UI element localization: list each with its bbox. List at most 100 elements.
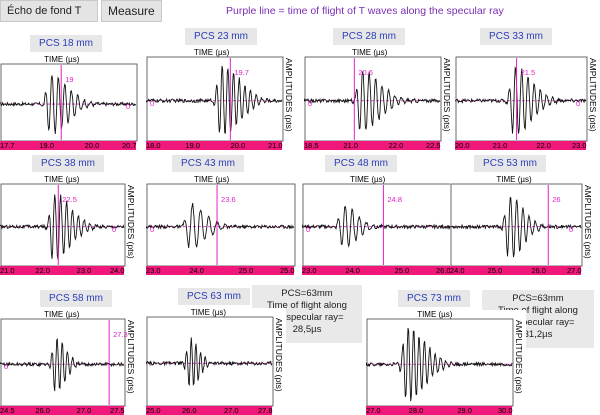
- time-axis-bar: 23.0 24.0 25.0 26.0: [302, 266, 451, 275]
- amplitude-axis-label: AMPLITUDES (pts): [284, 58, 294, 132]
- info-line: 31,2µs: [523, 329, 553, 340]
- time-tick-label: 26.0: [436, 266, 451, 275]
- time-of-flight-value: 24.8: [387, 195, 402, 204]
- time-axis-bar: 23.0 24.0 25.0 25.0: [146, 266, 295, 275]
- amplitude-axis-label: AMPLITUDES (pts): [583, 185, 593, 259]
- time-axis-label: TIME (µs): [194, 48, 230, 57]
- time-axis-bar: 24.5 26.0 27.0 27.5: [0, 406, 125, 415]
- zero-level-label: 0: [4, 362, 9, 372]
- time-tick-label: 24.0: [345, 266, 360, 275]
- panel-label-pcs38: PCS 38 mm: [32, 155, 104, 172]
- time-axis-label: TIME (µs): [417, 310, 453, 319]
- time-tick-label: 19.0: [185, 141, 200, 150]
- panel-label-pcs63: PCS 63 mm: [178, 288, 250, 305]
- waveform-plot: [302, 183, 452, 267]
- time-axis-label: TIME (µs): [44, 310, 80, 319]
- panel-label-pcs43: PCS 43 mm: [172, 155, 244, 172]
- zero-level-label: 0: [306, 224, 311, 234]
- waveform-panel: TIME (µs) 23.6 0 23.0 24.0 25.0 25.0: [146, 175, 296, 275]
- time-axis-bar: 21.0 22.0 23.0 24.0: [0, 266, 125, 275]
- waveform-panel: 21.5 0 AMPLITUDES (pts) 20.0 21.0 22.0 23.0: [455, 48, 600, 150]
- time-tick-label: 25.0: [280, 266, 295, 275]
- zero-level-label: 0: [126, 102, 131, 112]
- time-tick-label: 25.0: [487, 266, 503, 275]
- waveform-plot: [0, 318, 126, 407]
- time-axis-bar: 18.5 21.0 22.0 22.5: [304, 141, 441, 150]
- time-tick-label: 29.0: [457, 406, 472, 415]
- waveform-plot: [304, 56, 442, 142]
- zero-level-label: 0: [576, 98, 581, 108]
- time-tick-label: 22.0: [388, 141, 404, 150]
- signal-trace: [450, 196, 582, 258]
- time-tick-label: 27.0: [567, 266, 582, 275]
- plot-frame: [304, 56, 442, 142]
- time-of-flight-value: 20.6: [358, 68, 373, 77]
- waveform-panel: TIME (µs) 24.8 0 23.0 24.0 25.0 26.0: [302, 175, 452, 275]
- time-tick-label: 20.0: [84, 141, 100, 150]
- zero-level-label: 0: [308, 98, 313, 108]
- amplitude-axis-label: AMPLITUDES (pts): [274, 318, 284, 392]
- time-tick-label: 21.0: [343, 141, 358, 150]
- time-tick-label: 18.5: [304, 141, 319, 150]
- panel-label-pcs53: PCS 53 mm: [474, 155, 546, 172]
- time-tick-label: 23.0: [572, 141, 587, 150]
- time-axis-bar: 27.0 28.0 29.0 30.0: [366, 406, 513, 415]
- zero-level-label: 0: [150, 224, 155, 234]
- amplitude-axis-label: AMPLITUDES (pts): [588, 58, 598, 132]
- time-tick-label: 21.0: [268, 141, 283, 150]
- waveform-panel: TIME (µs) 20.6 0 AMPLITUDES (pts) 18.5 21.0 22…: [304, 48, 454, 150]
- time-of-flight-value: 26: [552, 195, 561, 204]
- signal-trace: [366, 327, 513, 402]
- tab-measure[interactable]: Measure: [101, 0, 162, 22]
- time-tick-label: 21.0: [0, 266, 15, 275]
- time-axis-label: TIME (µs): [190, 308, 227, 317]
- info-line: PCS=63mm: [512, 293, 564, 304]
- info-line: 28,5µs: [292, 324, 322, 335]
- waveform-panel: TIME (µs) AMPLITUDES (pts) 27.0 28.0 29.0 30.…: [366, 310, 526, 415]
- time-tick-label: 30.0: [498, 406, 513, 415]
- time-tick-label: 20.0: [230, 141, 246, 150]
- time-of-flight-value: 27.3: [113, 330, 128, 339]
- time-axis-bar: 20.0 21.0 22.0 23.0: [455, 141, 587, 150]
- waveform-plot: [450, 183, 583, 267]
- signal-trace: [304, 71, 441, 130]
- time-of-flight-value: 22.5: [62, 195, 77, 204]
- time-axis-bar: 25.0 26.0 27.0 27.8: [146, 406, 273, 415]
- time-axis-label: TIME (µs): [352, 48, 388, 57]
- time-of-flight-value: 23.6: [221, 195, 236, 204]
- time-tick-label: 18.0: [146, 141, 161, 150]
- waveform-plot: [366, 318, 514, 407]
- info-line: PCS=63mm: [281, 288, 333, 299]
- time-tick-label: 25.0: [238, 266, 254, 275]
- time-axis-bar: 17.7 19.0 20.0 20.7: [0, 141, 137, 150]
- signal-trace: [146, 202, 295, 248]
- info-line: the specular ray=: [501, 317, 575, 328]
- waveform-panel: TIME (µs) 27.3 0 AMPLITUDES (pts) 24.5 26.0 27…: [0, 310, 138, 415]
- zero-level-label: 0: [150, 98, 155, 108]
- info-line: Time of flight along: [267, 300, 347, 311]
- time-axis-label: TIME (µs): [44, 175, 80, 184]
- time-tick-label: 27.5: [110, 406, 125, 415]
- time-tick-label: 27.0: [366, 406, 381, 415]
- waveform-plot: [0, 183, 126, 267]
- amplitude-axis-label: AMPLITUDES (pts): [442, 58, 452, 132]
- time-axis-bar: 18.0 19.0 20.0 21.0: [146, 141, 283, 150]
- signal-trace: [0, 337, 125, 392]
- time-of-flight-value: 19: [65, 75, 74, 84]
- time-tick-label: 24.0: [189, 266, 204, 275]
- signal-trace: [146, 337, 273, 387]
- panel-label-pcs28: PCS 28 mm: [333, 28, 405, 45]
- zero-level-label: 0: [569, 224, 574, 234]
- legend-text: Purple line = time of flight of T waves …: [226, 5, 504, 17]
- zero-level-label: 0: [112, 224, 117, 234]
- tab-echo-de-fond[interactable]: Écho de fond T: [0, 0, 98, 22]
- time-of-flight-value: 21.5: [520, 68, 536, 77]
- panel-label-pcs73: PCS 73 mm: [398, 290, 470, 307]
- time-tick-label: 22.5: [426, 141, 441, 150]
- panel-label-pcs18: PCS 18 mm: [30, 35, 102, 52]
- waveform-panel: TIME (µs) 22.5 0 AMPLITUDES (pts) 21.0 22.0 23…: [0, 175, 138, 275]
- time-tick-label: 23.0: [146, 266, 161, 275]
- time-tick-label: 23.0: [302, 266, 317, 275]
- time-axis-label: TIME (µs): [194, 175, 230, 184]
- waveform-panel: TIME (µs) 26 0 AMPLITUDES (pts) 24.0 25.0 26.0…: [450, 175, 595, 275]
